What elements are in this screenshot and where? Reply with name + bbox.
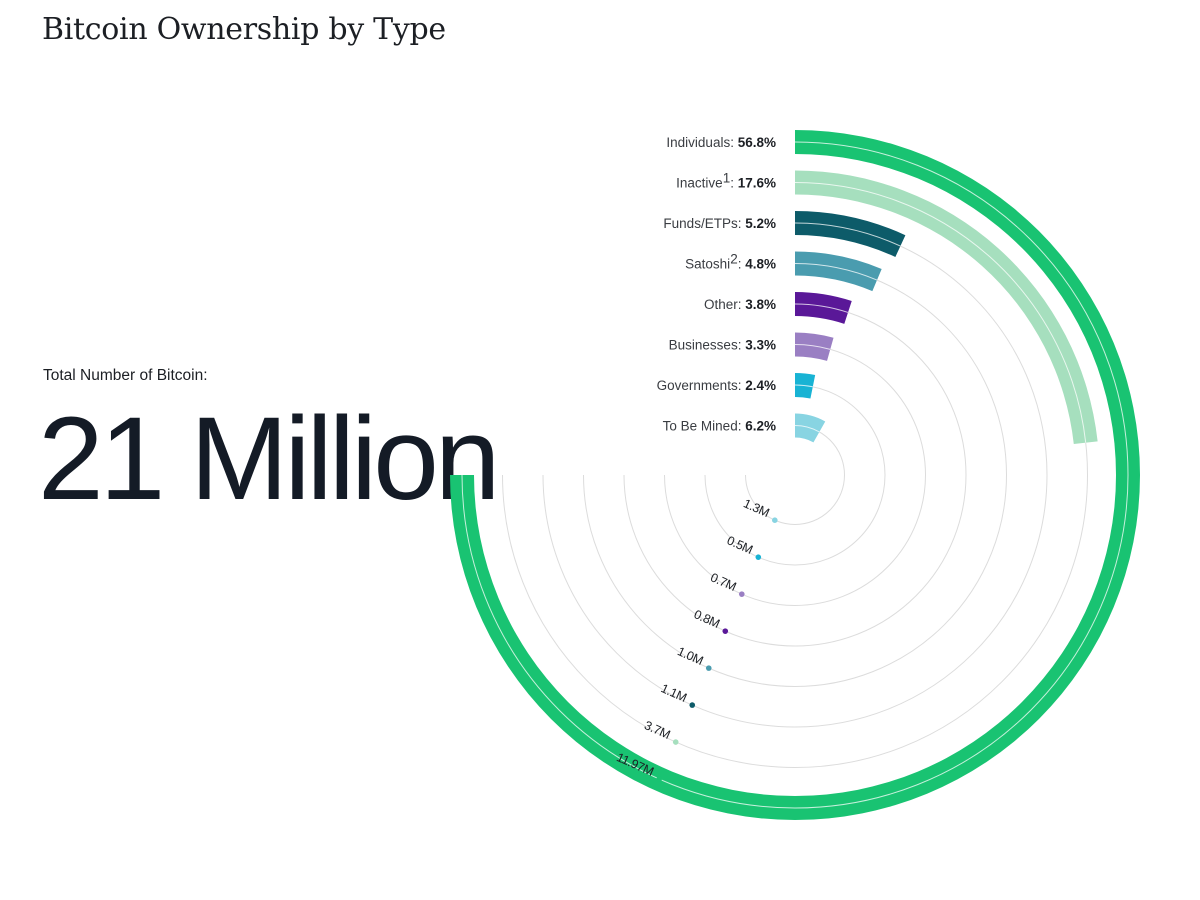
label-percent-individuals: 56.8% — [738, 135, 776, 150]
bar-highlight-governments — [794, 384, 813, 388]
amount-label-inactive: 3.7M — [642, 718, 672, 742]
bar-highlight-satoshi — [794, 263, 878, 281]
bar-highlight-inactive — [794, 182, 1087, 443]
label-colon-satoshi: : — [738, 257, 746, 272]
amount-label-other: 0.8M — [692, 607, 722, 631]
label-name-other: Other — [704, 297, 738, 312]
bars-group — [450, 130, 1140, 820]
label-individuals: Individuals: 56.8% — [666, 135, 776, 150]
label-name-funds-etps: Funds/ETPs — [663, 216, 738, 231]
bar-businesses — [795, 332, 834, 361]
track-ring-funds-etps — [542, 222, 1048, 728]
bar-highlight-other — [794, 303, 849, 313]
label-other: Other: 3.8% — [704, 297, 776, 312]
label-colon-inactive: : — [730, 176, 738, 191]
amount-dot-funds-etps — [689, 702, 696, 708]
bar-highlight-individuals — [461, 141, 1129, 809]
amount-dot-businesses — [738, 591, 745, 597]
label-colon-funds-etps: : — [738, 216, 746, 231]
bar-highlight-to-be-mined — [794, 425, 820, 433]
amount-label-satoshi: 1.0M — [675, 644, 705, 668]
label-name-inactive: Inactive — [676, 176, 723, 191]
label-colon-to-be-mined: : — [738, 419, 746, 434]
label-percent-satoshi: 4.8% — [745, 257, 776, 272]
track-ring-governments — [704, 384, 886, 566]
label-colon-individuals: : — [730, 135, 738, 150]
label-name-individuals: Individuals — [666, 135, 730, 150]
bar-highlight-businesses — [794, 344, 831, 350]
label-name-to-be-mined: To Be Mined — [663, 419, 738, 434]
label-percent-funds-etps: 5.2% — [745, 216, 776, 231]
label-colon-other: : — [738, 297, 746, 312]
label-name-businesses: Businesses — [669, 338, 738, 353]
track-ring-to-be-mined — [745, 425, 845, 525]
label-percent-governments: 2.4% — [745, 378, 776, 393]
label-percent-to-be-mined: 6.2% — [745, 419, 776, 434]
amount-dot-individuals — [656, 776, 663, 782]
label-percent-inactive: 17.6% — [738, 176, 776, 191]
label-sup-inactive: 1 — [723, 171, 731, 186]
page-title: Bitcoin Ownership by Type — [42, 12, 446, 47]
amount-label-businesses: 0.7M — [708, 570, 738, 594]
track-ring-other — [623, 303, 967, 647]
total-value: 21 Million — [38, 393, 500, 525]
label-funds-etps: Funds/ETPs: 5.2% — [663, 216, 776, 231]
label-businesses: Businesses: 3.3% — [669, 338, 776, 353]
amount-dot-governments — [755, 554, 762, 560]
label-name-satoshi: Satoshi — [685, 257, 730, 272]
amount-dot-inactive — [672, 739, 679, 745]
bar-other — [795, 292, 852, 324]
labels-group: Individuals: 56.8% Inactive1: 17.6% Funds/… — [657, 135, 776, 434]
amount-dot-other — [722, 628, 729, 634]
label-satoshi: Satoshi2: 4.8% — [685, 252, 776, 272]
label-sup-satoshi: 2 — [730, 252, 738, 267]
label-percent-businesses: 3.3% — [745, 338, 776, 353]
bar-satoshi — [795, 251, 882, 292]
amount-dot-satoshi — [705, 665, 712, 671]
label-inactive: Inactive1: 17.6% — [676, 171, 776, 191]
amount-label-funds-etps: 1.1M — [659, 681, 689, 705]
bar-highlight-funds-etps — [794, 222, 901, 247]
amount-label-governments: 0.5M — [725, 533, 755, 557]
label-to-be-mined: To Be Mined: 6.2% — [663, 419, 776, 434]
amount-label-to-be-mined: 1.3M — [741, 496, 771, 520]
total-label: Total Number of Bitcoin: — [43, 367, 208, 384]
label-governments: Governments: 2.4% — [657, 378, 776, 393]
label-colon-governments: : — [738, 378, 746, 393]
label-name-governments: Governments — [657, 378, 738, 393]
track-ring-businesses — [664, 344, 926, 606]
amount-dot-to-be-mined — [772, 517, 778, 523]
bar-funds-etps — [795, 211, 906, 257]
label-percent-other: 3.8% — [745, 297, 776, 312]
track-ring-satoshi — [583, 263, 1007, 687]
label-colon-businesses: : — [738, 338, 746, 353]
